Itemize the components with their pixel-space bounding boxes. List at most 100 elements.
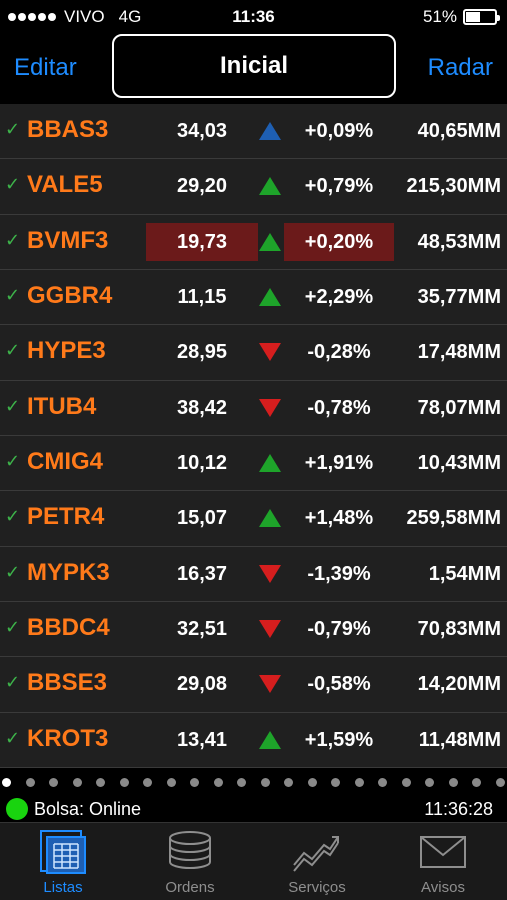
market-status-text: Bolsa: Online (34, 799, 142, 819)
quote-row[interactable]: ✓ BBSE3 29,08 -0,58% 14,20MM (0, 657, 507, 713)
arrow-up-icon (259, 453, 281, 472)
ticker-symbol: BBAS3 (27, 116, 109, 143)
percent-change: +0,20% (284, 222, 394, 261)
ticker-symbol: MYPK3 (27, 558, 110, 586)
percent-change: -0,79% (307, 617, 371, 640)
volume: 40,65MM (417, 120, 501, 142)
volume: 70,83MM (417, 617, 501, 640)
ticker-symbol: KROT3 (27, 724, 109, 752)
arrow-up-icon (259, 232, 281, 251)
volume: 35,77MM (417, 285, 501, 308)
page-dot[interactable] (213, 778, 223, 787)
page-dot[interactable] (354, 778, 364, 787)
check-icon: ✓ (5, 229, 21, 250)
arrow-down-icon (259, 564, 281, 583)
check-icon: ✓ (5, 395, 21, 416)
percent-change: +1,48% (304, 507, 374, 530)
quote-row[interactable]: ✓ MYPK3 16,37 -1,39% 1,54MM (0, 547, 507, 602)
last-price: 38,42 (176, 396, 228, 419)
page-dot[interactable] (495, 778, 505, 787)
tab-avisos[interactable]: Avisos (380, 829, 506, 899)
page-dot[interactable] (143, 778, 153, 787)
page-dot[interactable] (378, 778, 388, 787)
ticker-symbol: GGBR4 (27, 281, 113, 309)
page-dot[interactable] (284, 778, 294, 787)
tab-servicos[interactable]: Serviços (254, 829, 380, 899)
status-time: 11:36 (232, 7, 275, 26)
last-price: 13,41 (176, 728, 228, 751)
percent-change: -0,78% (307, 396, 371, 419)
radar-button[interactable]: Radar (427, 54, 493, 81)
last-price: 29,08 (176, 673, 228, 696)
page-dot[interactable] (260, 778, 270, 787)
page-dot[interactable] (425, 778, 435, 787)
ticker-symbol: HYPE3 (27, 337, 106, 365)
page-dot[interactable] (190, 778, 200, 787)
ticker-symbol: ITUB4 (27, 392, 97, 420)
quote-row[interactable]: ✓ VALE5 29,20 +0,79% 215,30MM (0, 159, 507, 215)
page-dot[interactable] (448, 778, 458, 787)
arrow-down-icon (259, 619, 281, 638)
last-price: 11,15 (177, 285, 227, 308)
ticker-symbol: VALE5 (27, 171, 103, 199)
arrow-up-icon (259, 287, 281, 306)
ticker-symbol: CMIG4 (27, 447, 104, 475)
page-dot[interactable] (237, 778, 247, 787)
carrier-name: VIVO (64, 7, 105, 26)
battery-percent: 51% (422, 7, 457, 26)
edit-button[interactable]: Editar (14, 54, 77, 81)
volume: 78,07MM (417, 396, 501, 419)
arrow-up-icon (259, 122, 281, 140)
quote-row[interactable]: ✓ BVMF3 19,73 +0,20% 48,53MM (0, 215, 507, 270)
arrow-down-icon (259, 343, 281, 362)
list-title-button[interactable]: Inicial (112, 34, 396, 98)
check-icon: ✓ (5, 727, 21, 748)
nav-bar: Editar Inicial Radar (0, 32, 507, 104)
envelope-icon (420, 836, 466, 868)
tab-label-ordens: Ordens (165, 879, 215, 896)
quote-row[interactable]: ✓ KROT3 13,41 +1,59% 11,48MM (0, 713, 507, 768)
tab-ordens[interactable]: Ordens (127, 829, 253, 899)
page-dot[interactable] (331, 778, 341, 787)
tab-listas[interactable]: Listas (0, 829, 126, 899)
quote-row[interactable]: ✓ HYPE3 28,95 -0,28% 17,48MM (0, 325, 507, 381)
page-dot[interactable] (2, 778, 11, 787)
status-bar: VIVO 4G 11:36 51% (0, 0, 507, 32)
tab-label-servicos: Serviços (288, 879, 346, 896)
connection-status-bar: Bolsa: Online 11:36:28 (0, 796, 507, 822)
grid-icon (40, 830, 86, 874)
page-dot[interactable] (119, 778, 129, 787)
last-price: 16,37 (176, 562, 228, 585)
quote-row[interactable]: ✓ PETR4 15,07 +1,48% 259,58MM (0, 491, 507, 547)
arrow-up-icon (259, 177, 281, 196)
check-icon: ✓ (5, 506, 21, 527)
quote-row[interactable]: ✓ GGBR4 11,15 +2,29% 35,77MM (0, 270, 507, 326)
ticker-symbol: BBDC4 (27, 613, 110, 641)
check-icon: ✓ (5, 119, 21, 139)
ticker-symbol: BVMF3 (27, 226, 109, 254)
market-clock: 11:36:28 (424, 799, 493, 819)
page-dot[interactable] (96, 778, 106, 787)
page-dot[interactable] (307, 778, 317, 787)
page-dot[interactable] (25, 778, 35, 787)
quote-row[interactable]: ✓ ITUB4 38,42 -0,78% 78,07MM (0, 381, 507, 436)
page-dot[interactable] (401, 778, 411, 787)
volume: 14,20MM (417, 673, 501, 696)
percent-change: -1,39% (307, 562, 371, 585)
page-dot[interactable] (472, 778, 482, 787)
page-dot[interactable] (49, 778, 59, 787)
quote-row[interactable]: ✓ BBDC4 32,51 -0,79% 70,83MM (0, 602, 507, 658)
trend-chart-icon (293, 836, 339, 872)
page-indicator[interactable] (0, 778, 507, 794)
quote-row[interactable]: ✓ BBAS3 34,03 +0,09% 40,65MM (0, 104, 507, 160)
page-dot[interactable] (72, 778, 82, 787)
percent-change: +1,59% (304, 728, 374, 751)
arrow-down-icon (259, 675, 281, 694)
percent-change: +1,91% (304, 451, 374, 474)
volume: 48,53MM (417, 230, 501, 253)
last-price: 32,51 (176, 617, 228, 640)
quote-row[interactable]: ✓ CMIG4 10,12 +1,91% 10,43MM (0, 436, 507, 492)
page-dot[interactable] (166, 778, 176, 787)
volume: 1,54MM (428, 562, 501, 585)
percent-change: +0,79% (304, 175, 374, 198)
